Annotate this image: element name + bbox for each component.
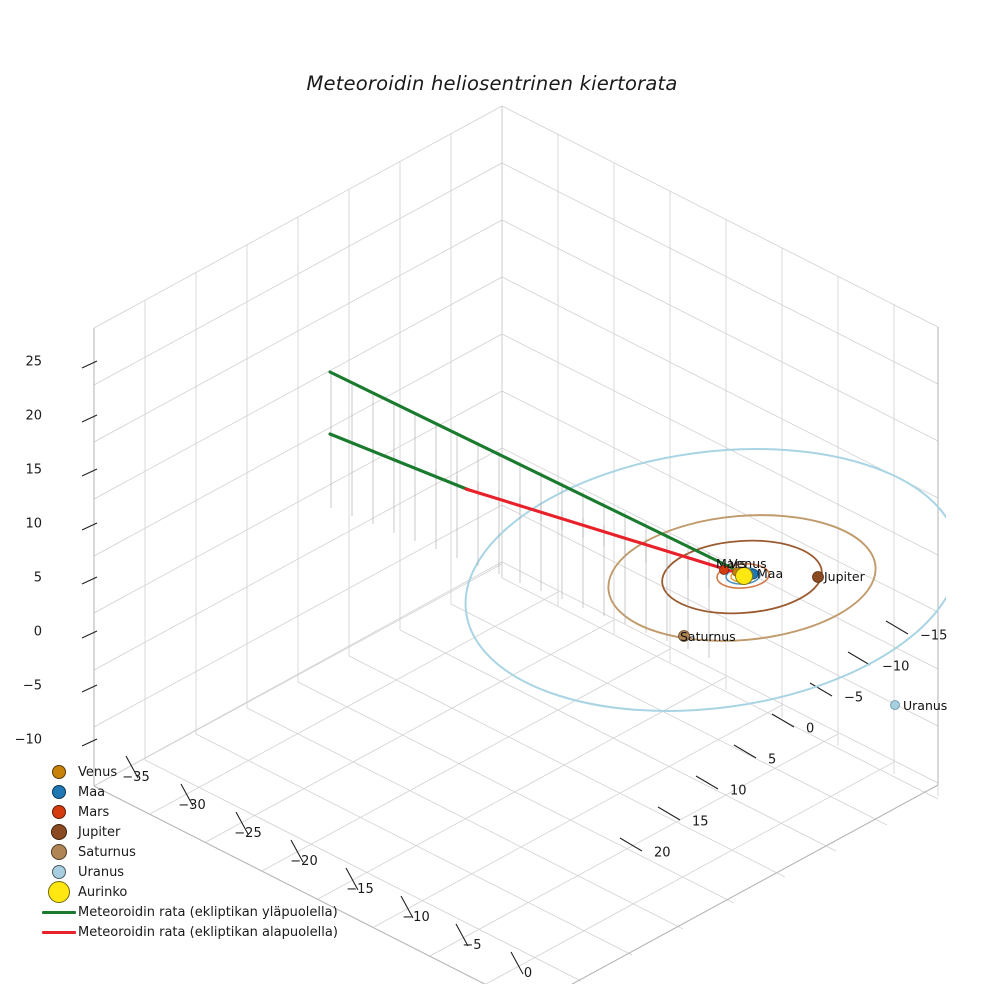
body-label-maa: Maa <box>757 566 784 581</box>
legend-marker-cell <box>40 930 78 934</box>
saturn-marker <box>678 630 690 642</box>
meteoroid-track-lower-green <box>328 432 471 492</box>
body-label-jupiter: Jupiter <box>824 569 865 584</box>
legend-marker-cell <box>40 785 78 799</box>
uranus-marker <box>890 700 900 710</box>
green-line-icon <box>42 910 76 914</box>
y-tick-label: −5 <box>844 690 864 706</box>
legend-item[interactable]: Saturnus <box>40 842 340 862</box>
meteoroid-track-above-ecliptic <box>328 370 734 570</box>
meteoroid-track-below-ecliptic <box>464 487 733 573</box>
y-tick-label: 15 <box>692 814 709 830</box>
z-tick-label: −10 <box>14 732 42 748</box>
body-label-venus: Venus <box>729 556 767 571</box>
red-line-icon <box>42 930 76 934</box>
legend-marker-cell <box>40 844 78 860</box>
legend-item[interactable]: Maa <box>40 782 340 802</box>
jupiter-dot-icon <box>51 824 67 840</box>
body-label-saturnus: Saturnus <box>680 629 736 644</box>
body-label-mars: Mars <box>716 556 747 571</box>
y-tick-label: −10 <box>882 659 910 675</box>
x-tick-label: −25 <box>234 826 262 841</box>
legend-item-label: Uranus <box>78 864 125 880</box>
saturn-dot-icon <box>51 844 67 860</box>
legend-item-label: Maa <box>78 784 106 800</box>
z-tick-label: 5 <box>33 570 42 586</box>
y-tick-label: 5 <box>768 752 777 768</box>
legend-marker-cell <box>40 805 78 819</box>
legend-marker-cell <box>40 824 78 840</box>
body-label-uranus: Uranus <box>903 698 948 713</box>
x-tick-label: 0 <box>523 966 533 981</box>
mars-marker <box>719 565 729 575</box>
legend-marker-cell <box>40 865 78 879</box>
legend-item-label: Saturnus <box>78 844 136 860</box>
legend-item[interactable]: Jupiter <box>40 822 340 842</box>
x-axis-ticks <box>125 755 524 975</box>
z-tick-label: −5 <box>22 678 42 694</box>
legend-item[interactable]: Aurinko <box>40 881 340 903</box>
y-tick-label: 20 <box>654 845 671 861</box>
x-tick-label: −15 <box>346 882 374 897</box>
axis-spines <box>93 327 939 984</box>
legend-item-label: Jupiter <box>78 824 121 840</box>
y-tick-label: 10 <box>730 783 747 799</box>
legend-item-label: Mars <box>78 804 110 820</box>
legend-item[interactable]: Meteoroidin rata (ekliptikan yläpuolella… <box>40 902 340 922</box>
legend-marker-cell <box>40 881 78 903</box>
legend-marker-cell <box>40 765 78 779</box>
trajectory-droplines-lower <box>330 434 710 658</box>
jupiter-marker <box>812 571 824 583</box>
wall-grid-right <box>501 105 939 796</box>
venus-dot-icon <box>52 765 66 779</box>
sun-marker <box>735 567 753 585</box>
x-tick-label: −20 <box>290 854 318 869</box>
z-tick-label: 15 <box>25 462 42 478</box>
orbit-uranus <box>464 448 946 712</box>
orbit-saturnus <box>607 514 877 642</box>
orbit-jupiter <box>661 539 823 615</box>
legend-item-label: Aurinko <box>78 884 128 900</box>
y-tick-label: 0 <box>806 721 815 737</box>
z-tick-label: 20 <box>25 408 42 424</box>
z-axis-ticks <box>81 360 98 747</box>
legend-marker-cell <box>40 910 78 914</box>
y-tick-label: −15 <box>920 628 948 644</box>
z-tick-label: 25 <box>25 354 42 370</box>
body-markers <box>678 565 900 710</box>
page-title: Meteoroidin heliosentrinen kiertorata <box>306 72 678 95</box>
x-tick-label: −5 <box>462 938 482 953</box>
z-tick-label: 10 <box>25 516 42 532</box>
x-tick-label: −10 <box>402 910 430 925</box>
legend-item-label: Meteoroidin rata (ekliptikan alapuolella… <box>78 924 338 940</box>
y-axis-ticks <box>619 620 909 852</box>
x-tick-label: −30 <box>178 798 206 813</box>
orbit-mars <box>716 563 770 589</box>
legend-item-label: Meteoroidin rata (ekliptikan yläpuolella… <box>78 904 338 920</box>
mars-dot-icon <box>52 805 66 819</box>
uranus-dot-icon <box>52 865 66 879</box>
legend-item[interactable]: Mars <box>40 802 340 822</box>
legend-item[interactable]: Uranus <box>40 862 340 882</box>
sun-dot-icon <box>48 881 70 903</box>
legend: Venus Maa Mars Jupiter Saturnus Uranus Aurinko… <box>40 762 340 942</box>
legend-item[interactable]: Venus <box>40 762 340 782</box>
legend-item[interactable]: Meteoroidin rata (ekliptikan alapuolella… <box>40 922 340 942</box>
z-tick-label: 0 <box>33 624 42 640</box>
x-tick-label: −35 <box>122 770 150 785</box>
wall-grid-left <box>93 105 503 787</box>
legend-item-label: Venus <box>78 764 118 780</box>
earth-dot-icon <box>52 785 66 799</box>
